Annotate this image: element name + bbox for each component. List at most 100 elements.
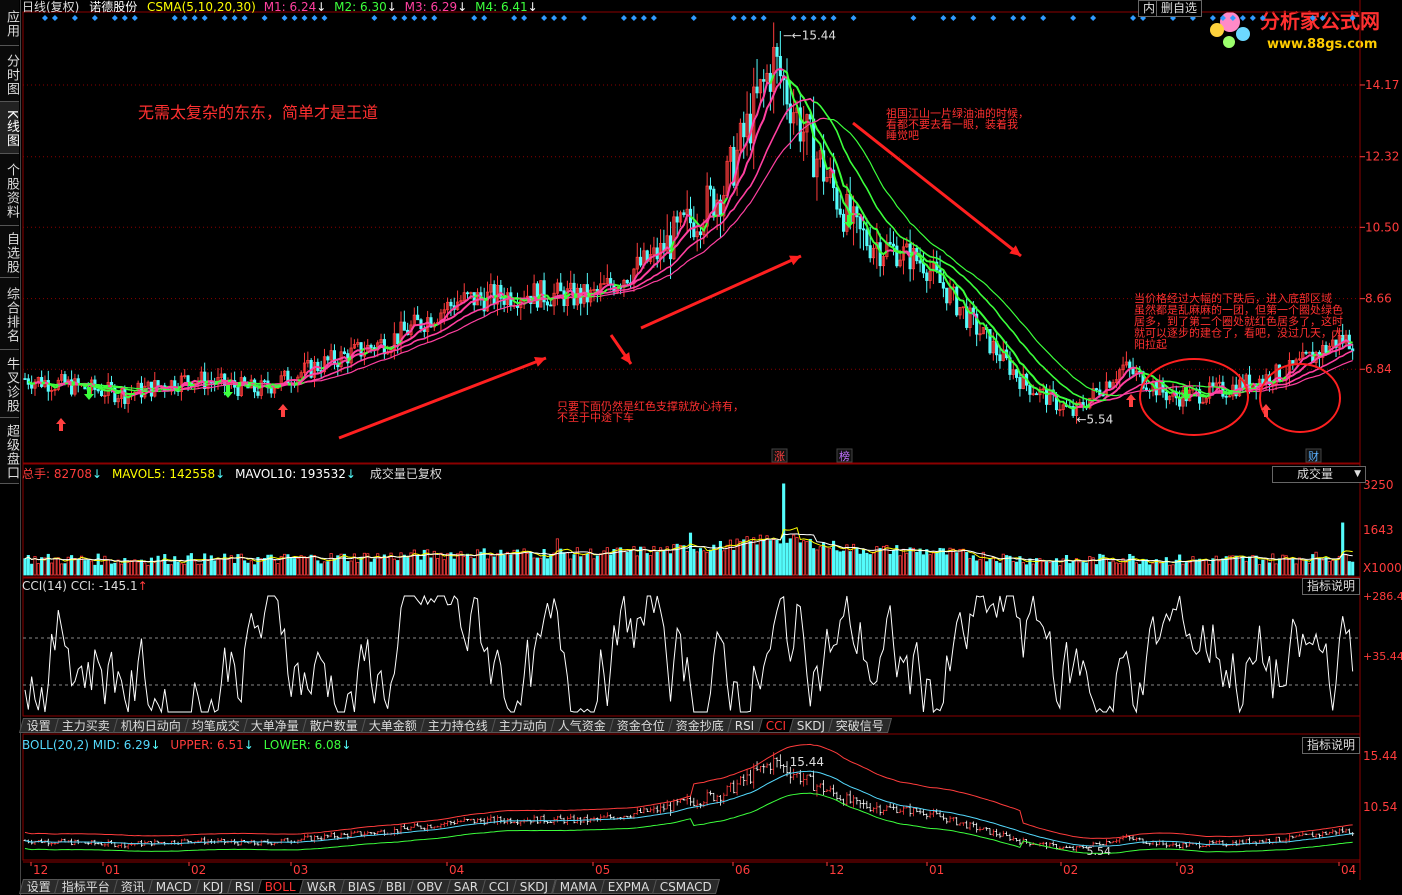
nav-item-6[interactable]: 牛叉诊股 (0, 350, 19, 418)
ma5-line (480, 295, 488, 301)
ma5-line (1049, 392, 1058, 399)
bottom-tab-10[interactable]: OBV (409, 879, 451, 894)
volume-bar (988, 558, 992, 576)
ma10-line (124, 392, 135, 396)
volume-bar (1071, 560, 1075, 576)
bottom-tab-14[interactable]: MAMA (551, 879, 605, 894)
bottom-tab-16[interactable]: CSMACD (652, 879, 721, 894)
candle-body (1015, 369, 1019, 378)
volume-bar (1261, 559, 1265, 576)
nav-item-4[interactable]: 自选股 (0, 226, 19, 278)
bottom-tab-1[interactable]: 指标平台 (54, 879, 119, 894)
candle-body (738, 122, 742, 151)
cci-tick-label-1: +35.44 (1363, 650, 1402, 663)
indicator-tab-5[interactable]: 散户数量 (302, 718, 367, 733)
ma5-line (769, 74, 775, 85)
nav-item-1[interactable]: 分时图 (0, 46, 19, 102)
candle-body (312, 361, 317, 378)
volume-bar (482, 548, 486, 576)
inner-button[interactable]: 内 (1138, 0, 1161, 17)
candle-body (535, 283, 539, 308)
volume-tick-label-1: 1643 (1363, 523, 1394, 537)
volume-bar (83, 560, 87, 576)
signal-arrow-down (1181, 387, 1191, 400)
bottom-tab-6[interactable]: BOLL (257, 879, 305, 894)
indicator-tab-1[interactable]: 主力买卖 (54, 718, 119, 733)
volume-bar (292, 558, 297, 576)
ma30-line (301, 382, 305, 385)
trend-arrow-1 (338, 356, 547, 440)
volume-bar (1208, 563, 1212, 576)
ma10-line (337, 362, 342, 365)
bottom-tab-3[interactable]: MACD (148, 879, 201, 894)
volume-bar (1324, 557, 1328, 576)
volume-selector[interactable]: 成交量 ▼ (1272, 466, 1366, 483)
candle-body (828, 169, 832, 178)
indicator-tab-6[interactable]: 大单金额 (361, 718, 426, 733)
indicator-tab-11[interactable]: 资金抄底 (668, 718, 733, 733)
indicator-tab-4[interactable]: 大单净量 (243, 718, 308, 733)
bottom-tab-11[interactable]: SAR (445, 879, 487, 894)
bottom-tab-0[interactable]: 设置 (18, 879, 60, 894)
candle-body (203, 371, 207, 389)
nav-item-7[interactable]: 超级盘口 (0, 418, 19, 484)
nav-item-2[interactable]: K线图 (0, 102, 19, 154)
ma10-line (120, 390, 126, 395)
ma20-line (241, 381, 249, 384)
ma5-line (187, 381, 192, 385)
indicator-tab-2[interactable]: 机构日动向 (113, 718, 190, 733)
volume-bar (748, 541, 752, 576)
x-tick-label-0: 12 (33, 863, 48, 877)
remove-watchlist-button[interactable]: 删自选 (1156, 0, 1203, 17)
indicator-tab-0[interactable]: 设置 (18, 718, 60, 733)
indicator-tab-9[interactable]: 人气资金 (550, 718, 615, 733)
bottom-tab-15[interactable]: EXPMA (599, 879, 658, 894)
bottom-tab-13[interactable]: SKDJ (512, 879, 557, 894)
chart-mode[interactable]: 日线(复权) (22, 0, 80, 14)
mavol5-line (24, 527, 1353, 564)
bottom-tab-7[interactable]: W&R (299, 879, 345, 894)
nav-item-3[interactable]: 个股资料 (0, 154, 19, 226)
boll-low-label: 5.54 (1086, 845, 1111, 858)
boll-tick-label-1: 10.54 (1363, 800, 1397, 814)
ma10-line (487, 295, 495, 299)
indicator-tab-10[interactable]: 资金仓位 (609, 718, 674, 733)
indicator-tab-3[interactable]: 均笔成交 (184, 718, 249, 733)
cci-help-button[interactable]: 指标说明 (1302, 578, 1361, 595)
m1-arrow: ↓ (316, 0, 327, 14)
volume-bar (1307, 562, 1311, 576)
mavol10-arrow: ↓ (345, 467, 356, 481)
boll-high-label: 15.44 (790, 755, 824, 769)
ma5-line (1318, 353, 1324, 357)
ma10-line (786, 77, 904, 255)
ma10-line (94, 384, 122, 393)
volume-bar (555, 538, 559, 576)
volume-bar (346, 561, 350, 576)
volume-bar (1108, 561, 1112, 576)
ma5-line (975, 317, 1051, 396)
signal-diamond (850, 15, 857, 21)
volume-bar (582, 554, 586, 576)
indicator-tab-label: 主力买卖 (61, 719, 110, 733)
m4-arrow: ↓ (527, 0, 538, 14)
volume-bar (645, 553, 649, 576)
candle-body (396, 333, 400, 345)
nav-item-5[interactable]: 综合排名 (0, 278, 19, 350)
logo-url: www.88gs.com (1267, 37, 1377, 52)
indicator-tab-7[interactable]: 主力持仓线 (420, 718, 497, 733)
signal-diamond (810, 15, 817, 21)
nav-item-0[interactable]: 应用 (0, 0, 19, 46)
boll-help-button[interactable]: 指标说明 (1302, 737, 1361, 754)
indicator-tab-15[interactable]: 突破信号 (828, 718, 893, 733)
ma10-line (1279, 379, 1284, 383)
volume-bar (266, 554, 270, 576)
candle-body (955, 286, 959, 316)
bottom-tab-4[interactable]: KDJ (195, 879, 232, 894)
indicator-tab-8[interactable]: 主力动向 (491, 718, 556, 733)
volume-bar (1154, 559, 1158, 576)
volume-bar (1041, 560, 1045, 576)
bottom-tab-2[interactable]: 资讯 (113, 879, 154, 894)
bottom-tab-8[interactable]: BIAS (339, 879, 384, 894)
indicator-tab-14[interactable]: SKDJ (788, 718, 834, 733)
bottom-tab-label: 资讯 (120, 880, 145, 894)
